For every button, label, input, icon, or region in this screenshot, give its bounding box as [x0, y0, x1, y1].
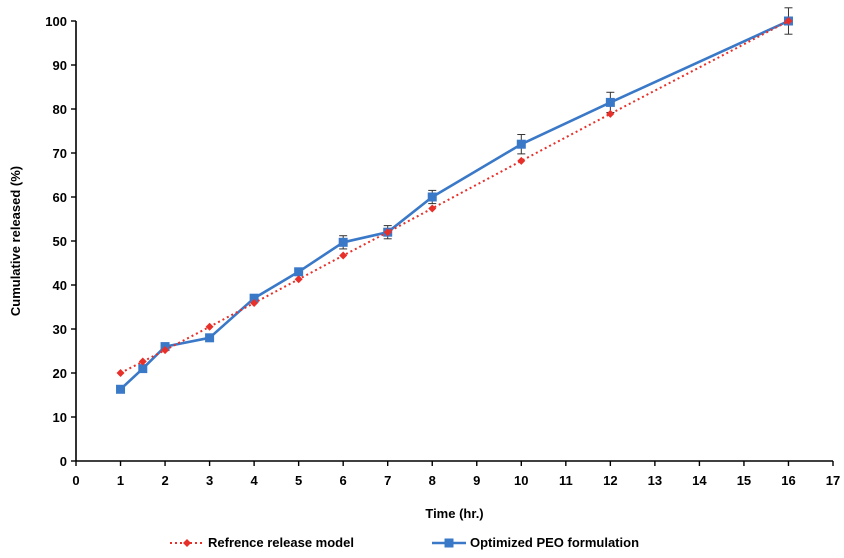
x-tick-label: 10	[514, 473, 528, 488]
legend-item-reference	[170, 539, 204, 547]
series-layer	[116, 7, 793, 394]
y-tick-label: 30	[53, 322, 67, 337]
x-tick-label: 7	[384, 473, 391, 488]
data-point-optimized	[294, 267, 304, 277]
y-tick-label: 60	[53, 190, 67, 205]
data-point-reference	[428, 204, 437, 213]
legend-item-optimized	[432, 538, 466, 548]
x-tick-label: 1	[117, 473, 124, 488]
data-point-reference	[294, 275, 303, 284]
x-tick-label: 11	[559, 473, 573, 488]
legend-label-reference: Refrence release model	[208, 535, 354, 550]
data-point-optimized	[338, 237, 348, 247]
data-point-reference	[138, 357, 147, 366]
legend-label-optimized: Optimized PEO formulation	[470, 535, 639, 550]
x-tick-label: 5	[295, 473, 302, 488]
y-tick-label: 20	[53, 366, 67, 381]
y-tick-label: 80	[53, 102, 67, 117]
x-tick-label: 6	[340, 473, 347, 488]
y-tick-label: 50	[53, 234, 67, 249]
x-axis-title: Time (hr.)	[425, 506, 483, 521]
data-point-reference	[339, 251, 348, 260]
series-optimized	[116, 7, 793, 394]
data-point-optimized	[138, 364, 148, 374]
data-point-reference	[116, 369, 125, 377]
data-point-optimized	[205, 333, 215, 343]
x-tick-label: 3	[206, 473, 213, 488]
y-tick-label: 10	[53, 410, 67, 425]
y-tick-label: 70	[53, 146, 67, 161]
x-tick-label: 0	[72, 473, 79, 488]
data-point-reference	[161, 346, 170, 355]
series-line-optimized	[119, 19, 790, 391]
legend: Refrence release model Optimized PEO for…	[170, 535, 639, 550]
x-tick-label: 13	[648, 473, 662, 488]
data-point-reference	[606, 109, 615, 118]
data-point-reference	[517, 156, 526, 165]
x-tick-label: 12	[603, 473, 617, 488]
data-point-optimized	[249, 293, 259, 303]
data-point-optimized	[116, 384, 126, 394]
data-point-reference	[250, 299, 259, 308]
y-tick-label: 90	[53, 58, 67, 73]
series-reference	[116, 17, 793, 377]
y-axis-title: Cumulative released (%)	[8, 166, 23, 316]
y-tick-label: 0	[60, 454, 67, 469]
data-point-reference	[383, 228, 392, 237]
y-tick-label: 100	[45, 14, 67, 29]
x-tick-label: 14	[692, 473, 707, 488]
data-point-optimized	[516, 139, 526, 149]
data-point-reference	[205, 322, 214, 331]
data-point-optimized	[427, 192, 437, 202]
x-tick-label: 4	[251, 473, 259, 488]
x-tick-label: 8	[429, 473, 436, 488]
x-tick-label: 16	[781, 473, 795, 488]
x-tick-label: 15	[737, 473, 751, 488]
x-tick-label: 17	[826, 473, 840, 488]
legend-marker-reference	[183, 539, 191, 547]
y-tick-label: 40	[53, 278, 67, 293]
x-tick-label: 2	[161, 473, 168, 488]
data-point-optimized	[605, 97, 615, 107]
x-tick-label: 9	[473, 473, 480, 488]
series-line-reference	[120, 20, 789, 374]
data-point-reference	[784, 17, 793, 25]
legend-marker-optimized	[444, 538, 454, 548]
